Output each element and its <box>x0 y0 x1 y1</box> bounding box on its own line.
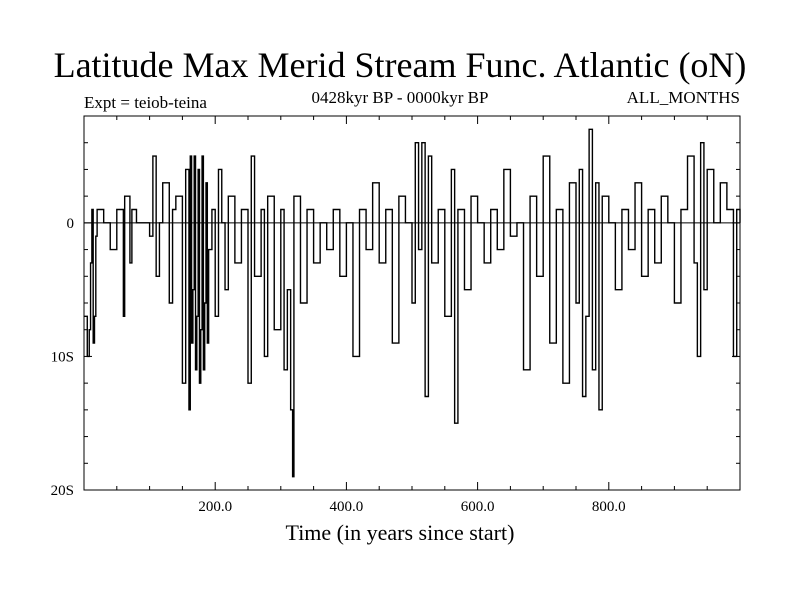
season-label: ALL_MONTHS <box>626 88 740 107</box>
chart-title: Latitude Max Merid Stream Func. Atlantic… <box>53 45 747 85</box>
x-tick-label: 200.0 <box>198 499 232 515</box>
data-series-line <box>84 128 741 478</box>
y-tick-label: 20S <box>51 483 74 499</box>
y-tick-label: 10S <box>51 349 74 365</box>
x-tick-label: 400.0 <box>330 499 364 515</box>
experiment-label: Expt = teiob-teina <box>84 93 207 112</box>
x-tick-label: 800.0 <box>592 499 626 515</box>
y-tick-label: 0 <box>67 216 75 232</box>
x-axis-label: Time (in years since start) <box>285 520 515 545</box>
x-tick-label: 600.0 <box>461 499 495 515</box>
chart-subtitle: 0428kyr BP - 0000kyr BP <box>311 88 489 107</box>
